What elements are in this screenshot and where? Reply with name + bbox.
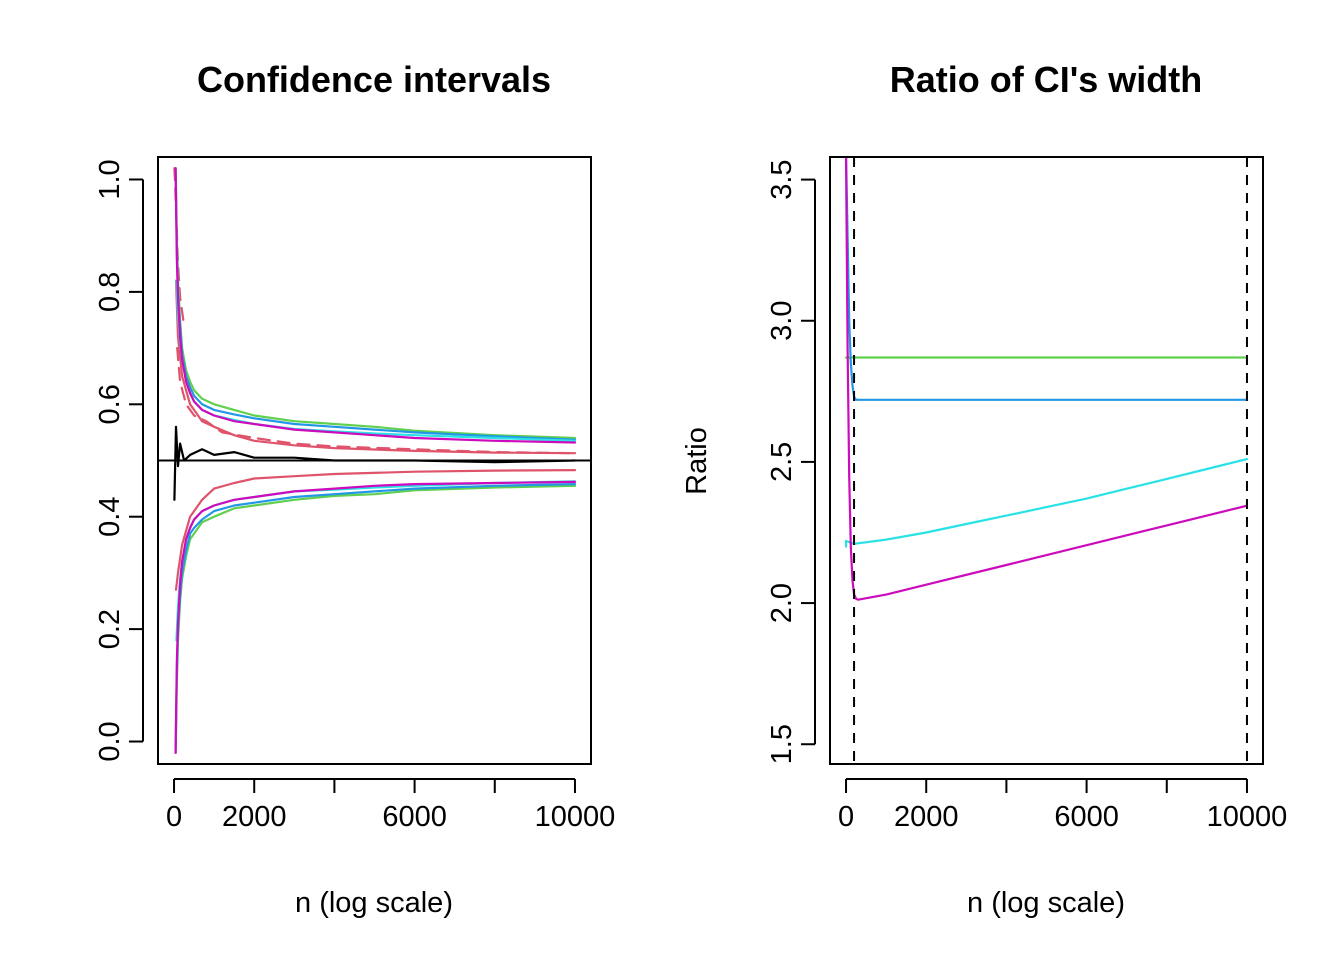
right-series-line-3 [844,157,1249,601]
left-series-line-2 [174,279,577,455]
left-y-tick-label: 0.8 [94,272,126,312]
left-series-group [173,167,577,754]
left-series-line-8 [174,483,577,754]
left-x-tick-label: 6000 [382,801,447,833]
right-series-line-1 [845,157,1249,401]
left-series-line-7 [174,167,577,441]
left-x-tick-label: 2000 [222,801,287,833]
right-y-tick-label: 3.5 [766,159,798,199]
right-y-axis-label: Ratio [681,427,713,495]
left-x-axis: 0 2000 6000 10000 [166,778,616,833]
right-reference-lines [853,157,1248,764]
right-plot-frame [829,156,1264,765]
left-x-axis-label: n (log scale) [295,887,453,919]
right-y-axis: 1.5 2.0 2.5 3.0 3.5 [766,159,816,764]
left-y-tick-label: 0.0 [94,721,126,761]
right-x-axis: 0 2000 6000 10000 [838,778,1288,833]
right-y-tick-label: 2.5 [766,442,798,482]
ci-width-ratio-panel: Ratio of CI's width n (log scale) Ratio … [681,59,1287,919]
right-chart-title: Ratio of CI's width [890,59,1203,100]
right-x-axis-label: n (log scale) [967,887,1125,919]
left-y-axis: 0.0 0.2 0.4 0.6 0.8 1.0 [94,159,144,762]
left-y-tick-label: 1.0 [94,159,126,199]
right-series-group [844,157,1249,601]
right-series-line-2 [844,458,1249,548]
left-x-tick-label: 10000 [535,801,616,833]
right-y-tick-label: 3.0 [766,301,798,341]
left-series-line-6 [174,484,577,754]
left-series-line-12 [174,480,577,754]
left-series-line-4 [176,347,577,455]
left-plot-frame [157,156,592,765]
left-series-line-3 [174,469,577,591]
right-y-tick-label: 2.0 [766,583,798,623]
left-x-tick-label: 0 [166,801,182,833]
left-series-line-11 [174,167,577,444]
right-x-tick-label: 0 [838,801,854,833]
left-y-tick-label: 0.2 [94,609,126,649]
left-y-tick-label: 0.4 [94,497,126,537]
left-chart-title: Confidence intervals [197,59,551,100]
confidence-intervals-panel: Confidence intervals n (log scale) 0 2000… [94,59,615,919]
right-y-tick-label: 1.5 [766,724,798,764]
left-y-tick-label: 0.6 [94,384,126,424]
left-series-line-5 [174,167,577,440]
left-series-line-9 [175,279,577,442]
right-x-tick-label: 6000 [1054,801,1119,833]
right-x-tick-label: 10000 [1207,801,1288,833]
right-x-tick-label: 2000 [894,801,959,833]
